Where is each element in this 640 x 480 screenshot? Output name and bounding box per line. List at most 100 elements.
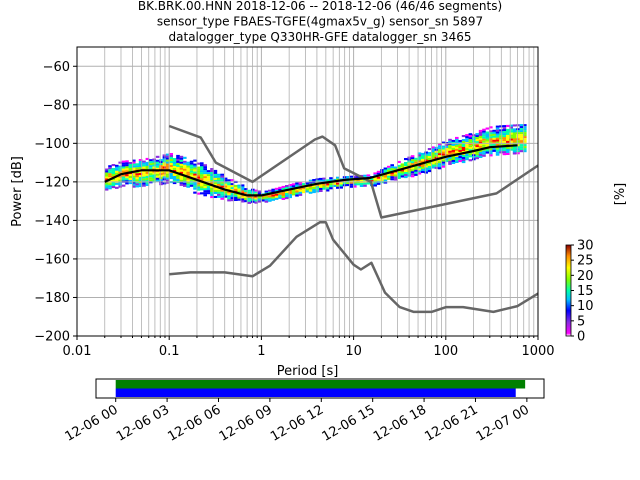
density-cell [247, 199, 252, 202]
colorbar-gradient [565, 244, 572, 337]
density-cell [489, 136, 493, 139]
density-cell [359, 184, 364, 187]
density-cell [516, 150, 520, 153]
density-cell [268, 195, 272, 198]
density-cell [234, 192, 238, 195]
density-cell [383, 175, 388, 178]
density-cell [159, 179, 163, 182]
density-cell [489, 126, 493, 129]
density-cell [254, 195, 258, 198]
density-cell [298, 189, 303, 192]
density-cell [475, 143, 479, 146]
density-cell [261, 199, 265, 202]
density-cell [230, 193, 235, 196]
density-cell [373, 178, 377, 181]
density-cell [427, 168, 432, 171]
density-cell [108, 171, 112, 174]
density-cell [438, 143, 442, 146]
density-cell [166, 173, 170, 176]
density-cell [383, 181, 388, 184]
density-cell [397, 172, 401, 175]
density-cell [285, 195, 289, 198]
density-cell [132, 165, 136, 168]
density-cell [461, 139, 466, 142]
density-cell [523, 132, 527, 135]
density-cell [424, 165, 428, 168]
density-cell [482, 150, 486, 153]
density-cell [519, 144, 524, 147]
density-cell [186, 163, 190, 166]
density-cell [387, 169, 391, 172]
density-cell [162, 154, 167, 157]
colorbar-tick-label: 10 [577, 299, 594, 314]
density-cell [489, 132, 493, 135]
density-cell [373, 182, 377, 185]
density-cell [138, 179, 143, 182]
density-cell [155, 173, 160, 176]
density-cell [291, 189, 296, 192]
density-cell [196, 172, 201, 175]
density-cell [485, 141, 490, 144]
density-cell [410, 157, 415, 160]
density-cell [424, 155, 428, 158]
density-cell [135, 177, 139, 180]
density-cell [516, 152, 520, 155]
density-cell [482, 132, 486, 135]
density-cell [414, 173, 418, 176]
density-cell [336, 182, 340, 185]
density-cell [271, 194, 275, 197]
density-cell [285, 187, 289, 190]
density-cell [434, 166, 439, 169]
density-cell [404, 170, 408, 173]
y-tick-label: −100 [34, 137, 70, 152]
density-cell [179, 159, 184, 162]
density-cell [393, 168, 398, 171]
density-cell [227, 197, 231, 200]
density-cell [492, 143, 496, 146]
density-cell [220, 175, 224, 178]
density-cell [400, 171, 405, 174]
density-cell [166, 177, 170, 180]
density-cell [288, 192, 292, 195]
density-cell [196, 162, 201, 165]
timeline-tick-label: 12-07 00 [474, 402, 532, 444]
density-cell [227, 185, 231, 188]
density-cell [492, 147, 496, 150]
density-cell [424, 167, 428, 170]
density-cell [206, 192, 211, 195]
density-cell [257, 200, 262, 203]
density-cell [506, 136, 510, 139]
density-cell [421, 160, 425, 163]
density-cell [468, 143, 473, 146]
density-cell [502, 149, 507, 152]
density-cell [489, 154, 493, 157]
density-cell [404, 162, 408, 165]
density-cell [115, 172, 119, 175]
density-cell [404, 172, 408, 175]
density-cell [475, 157, 479, 160]
density-cell [461, 141, 466, 144]
density-cell [523, 126, 527, 129]
density-cell [393, 176, 398, 179]
density-cell [288, 184, 292, 187]
density-cell [448, 160, 452, 163]
density-cell [397, 160, 401, 163]
x-tick-label: 100 [433, 344, 458, 359]
density-cell [159, 177, 163, 180]
density-cell [203, 188, 207, 191]
density-cell [455, 142, 459, 145]
density-cell [373, 184, 377, 187]
density-cell [230, 195, 235, 198]
density-cell [244, 190, 248, 193]
density-cell [502, 125, 507, 128]
density-cell [285, 191, 289, 194]
density-cell [186, 173, 190, 176]
density-cell [455, 154, 459, 157]
density-cell [485, 137, 490, 140]
density-cell [523, 150, 527, 153]
density-cell [149, 163, 153, 166]
density-cell [121, 166, 126, 169]
density-cell [142, 170, 146, 173]
density-cell [298, 193, 303, 196]
